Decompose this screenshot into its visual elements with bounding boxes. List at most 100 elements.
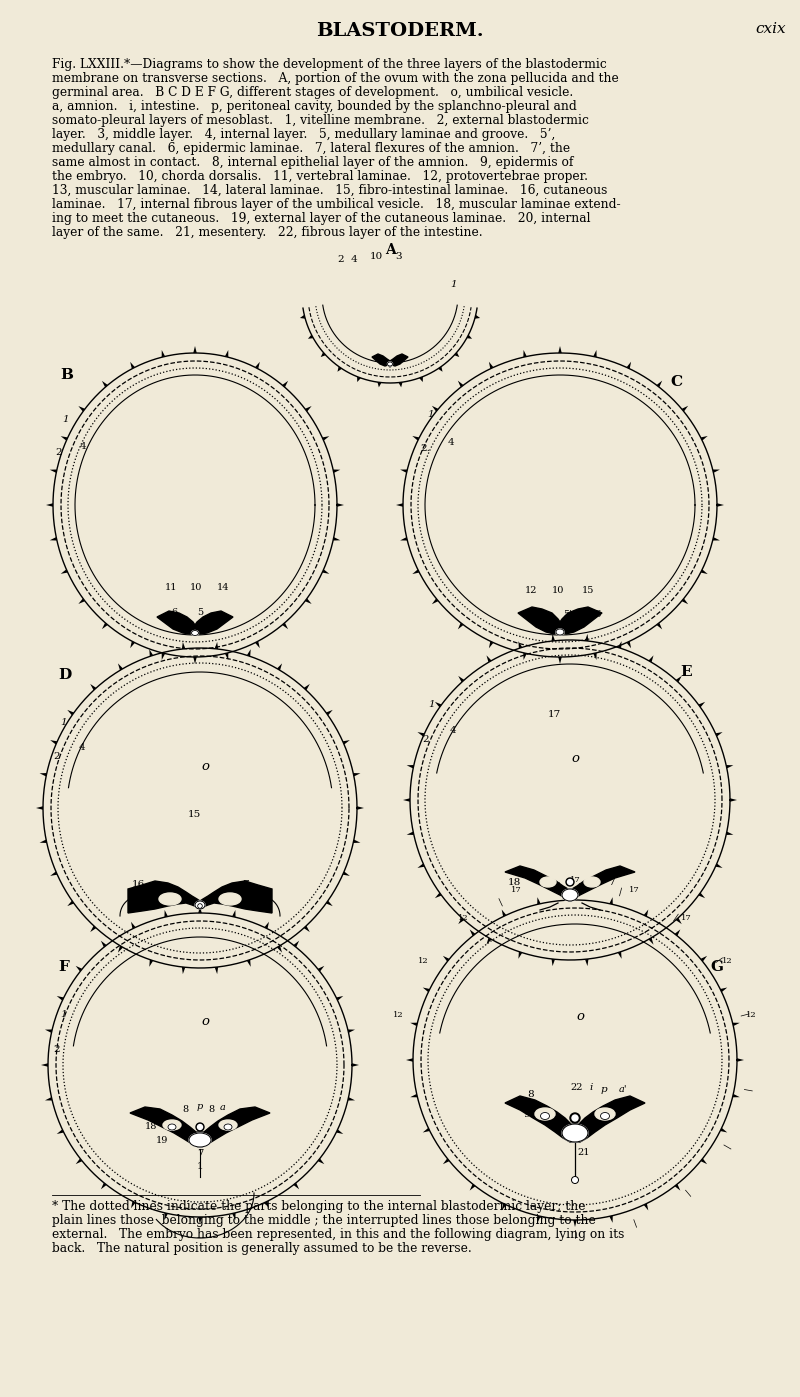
Text: 1: 1 bbox=[427, 409, 434, 419]
Polygon shape bbox=[406, 831, 414, 835]
Text: cxix: cxix bbox=[755, 22, 786, 36]
Polygon shape bbox=[443, 956, 450, 961]
Polygon shape bbox=[676, 918, 682, 923]
Polygon shape bbox=[61, 436, 68, 440]
Polygon shape bbox=[466, 335, 472, 339]
Text: a, amnion.   i, intestine.   p, peritoneal cavity, bounded by the splanchno-pleu: a, amnion. i, intestine. p, peritoneal c… bbox=[52, 101, 577, 113]
Polygon shape bbox=[474, 314, 480, 319]
Polygon shape bbox=[337, 503, 344, 507]
Text: 18: 18 bbox=[145, 1122, 158, 1132]
Polygon shape bbox=[585, 958, 589, 967]
Ellipse shape bbox=[189, 1133, 211, 1147]
Text: 17: 17 bbox=[681, 914, 692, 922]
Circle shape bbox=[198, 1125, 202, 1130]
Text: 14: 14 bbox=[217, 583, 230, 592]
Circle shape bbox=[196, 1123, 204, 1132]
Polygon shape bbox=[300, 314, 306, 319]
Polygon shape bbox=[715, 732, 722, 736]
Text: 4: 4 bbox=[79, 743, 86, 752]
Text: 22: 22 bbox=[570, 1083, 582, 1092]
Polygon shape bbox=[348, 1097, 355, 1101]
Polygon shape bbox=[45, 1097, 52, 1101]
Polygon shape bbox=[232, 909, 235, 918]
Text: same almost in contact.   8, internal epithelial layer of the amnion.   9, epide: same almost in contact. 8, internal epit… bbox=[52, 156, 574, 169]
Polygon shape bbox=[39, 840, 46, 842]
Circle shape bbox=[567, 880, 573, 884]
Polygon shape bbox=[255, 641, 260, 648]
Polygon shape bbox=[720, 1127, 727, 1133]
Polygon shape bbox=[458, 623, 463, 630]
Polygon shape bbox=[523, 351, 526, 358]
Polygon shape bbox=[354, 840, 361, 842]
Text: 4: 4 bbox=[80, 441, 86, 451]
Polygon shape bbox=[458, 380, 463, 387]
Polygon shape bbox=[558, 657, 562, 664]
Polygon shape bbox=[76, 1158, 82, 1164]
Polygon shape bbox=[182, 641, 186, 650]
Polygon shape bbox=[410, 1023, 418, 1027]
Text: 19: 19 bbox=[156, 1136, 168, 1146]
Polygon shape bbox=[357, 377, 361, 381]
Polygon shape bbox=[118, 946, 123, 953]
Polygon shape bbox=[50, 740, 58, 745]
Polygon shape bbox=[443, 1158, 450, 1164]
Text: 21: 21 bbox=[577, 1148, 590, 1157]
Circle shape bbox=[198, 905, 202, 907]
Polygon shape bbox=[649, 937, 654, 944]
Polygon shape bbox=[726, 766, 734, 768]
Polygon shape bbox=[406, 1059, 413, 1062]
Polygon shape bbox=[574, 893, 577, 900]
Text: 13: 13 bbox=[530, 610, 542, 619]
Text: 1: 1 bbox=[428, 700, 434, 710]
Text: 1: 1 bbox=[60, 718, 66, 726]
Polygon shape bbox=[182, 967, 186, 974]
Text: 15: 15 bbox=[188, 810, 202, 819]
Polygon shape bbox=[225, 351, 228, 358]
Text: 17: 17 bbox=[570, 876, 580, 884]
Text: 4: 4 bbox=[450, 726, 457, 735]
Polygon shape bbox=[130, 1106, 270, 1147]
Polygon shape bbox=[644, 909, 648, 916]
Polygon shape bbox=[435, 893, 442, 898]
Text: p: p bbox=[601, 1085, 608, 1094]
Ellipse shape bbox=[595, 1108, 615, 1120]
Polygon shape bbox=[326, 901, 333, 907]
Text: 9: 9 bbox=[523, 1111, 530, 1119]
Polygon shape bbox=[318, 1158, 324, 1164]
Ellipse shape bbox=[584, 877, 600, 887]
Polygon shape bbox=[649, 655, 654, 662]
Text: a: a bbox=[220, 1104, 226, 1112]
Polygon shape bbox=[610, 1215, 613, 1222]
Polygon shape bbox=[518, 951, 522, 958]
Polygon shape bbox=[162, 351, 165, 358]
Polygon shape bbox=[518, 641, 522, 648]
Polygon shape bbox=[50, 536, 57, 541]
Text: BLASTODERM.: BLASTODERM. bbox=[316, 22, 484, 41]
Polygon shape bbox=[538, 897, 541, 904]
Polygon shape bbox=[406, 766, 414, 768]
Polygon shape bbox=[128, 882, 272, 914]
Polygon shape bbox=[326, 710, 333, 715]
Text: somato-pleural layers of mesoblast.   1, vitelline membrane.   2, external blast: somato-pleural layers of mesoblast. 1, v… bbox=[52, 115, 589, 127]
Circle shape bbox=[198, 904, 202, 908]
Polygon shape bbox=[657, 623, 662, 630]
Text: 10: 10 bbox=[552, 585, 564, 595]
Polygon shape bbox=[322, 436, 330, 440]
Polygon shape bbox=[412, 436, 419, 440]
Polygon shape bbox=[354, 773, 361, 777]
Polygon shape bbox=[294, 1183, 299, 1189]
Polygon shape bbox=[322, 570, 330, 574]
Text: layer.   3, middle layer.   4, internal layer.   5, medullary laminae and groove: layer. 3, middle layer. 4, internal laye… bbox=[52, 129, 555, 141]
Text: o: o bbox=[571, 752, 579, 766]
Polygon shape bbox=[398, 383, 402, 387]
Polygon shape bbox=[698, 701, 705, 707]
Polygon shape bbox=[305, 598, 312, 604]
Text: 2.: 2. bbox=[420, 444, 430, 453]
Polygon shape bbox=[131, 1201, 136, 1208]
Polygon shape bbox=[396, 503, 403, 507]
Text: E: E bbox=[680, 665, 692, 679]
Text: 12: 12 bbox=[418, 957, 428, 965]
Text: 3: 3 bbox=[395, 251, 402, 261]
Ellipse shape bbox=[535, 1108, 555, 1120]
Text: 2: 2 bbox=[422, 735, 429, 745]
